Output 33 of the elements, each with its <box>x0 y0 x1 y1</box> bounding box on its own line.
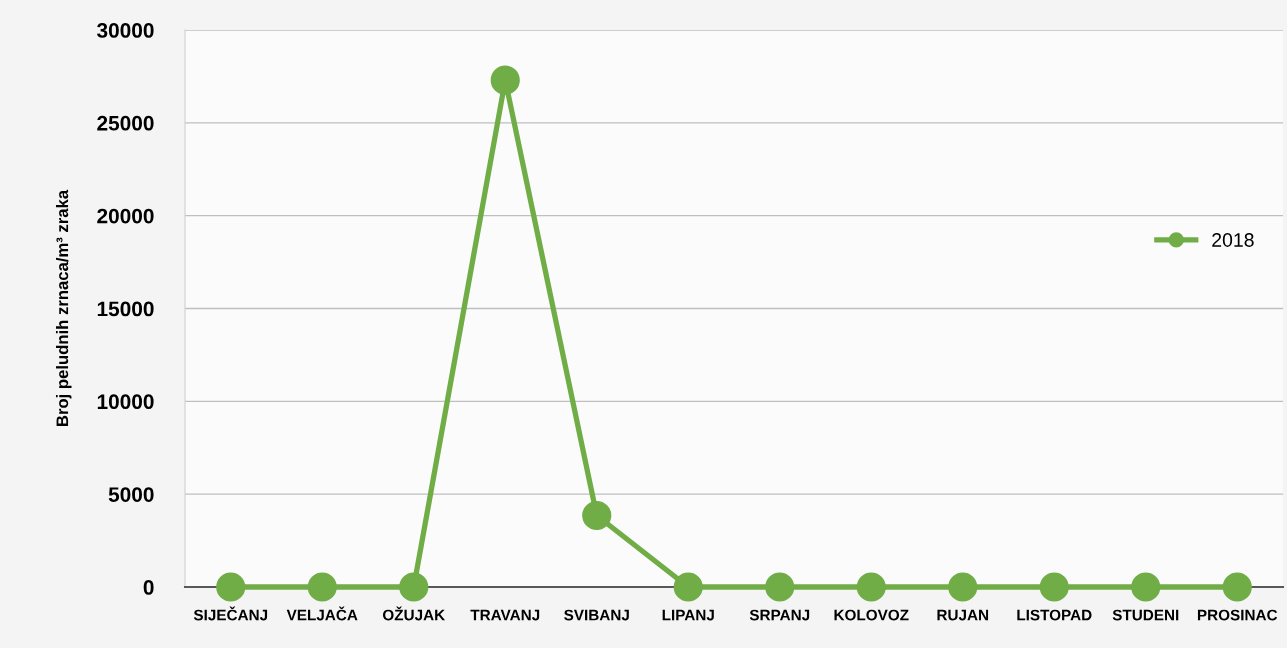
point <box>1131 572 1161 602</box>
y-tick-label: 5000 <box>108 487 154 502</box>
y-tick-label: 10000 <box>97 394 154 410</box>
point <box>216 572 246 602</box>
point <box>1039 572 1069 602</box>
x-tick-label: STUDENI <box>1112 609 1179 621</box>
x-tick-label: OŽUJAK <box>382 606 446 621</box>
x-tick-label: TRAVANJ <box>470 609 540 621</box>
point <box>856 572 886 602</box>
x-tick-label: VELJAČA <box>286 606 358 621</box>
point <box>673 572 703 602</box>
legend-label: 2018 <box>1212 233 1254 247</box>
y-tick-label: 0 <box>143 580 154 595</box>
y-tick-label: 25000 <box>97 115 154 131</box>
x-tick-label: LISTOPAD <box>1017 609 1092 621</box>
point <box>948 572 978 602</box>
point <box>582 500 612 531</box>
point <box>1222 572 1252 602</box>
x-tick-label: SRPANJ <box>749 609 810 621</box>
point <box>765 572 795 602</box>
y-tick-label: 15000 <box>97 301 154 317</box>
x-tick-label: RUJAN <box>937 609 989 621</box>
x-tick-label: SVIBANJ <box>564 609 629 621</box>
y-axis-title: Broj peludnih zrnaca/m³ zraka <box>55 189 72 426</box>
x-tick-label: KOLOVOZ <box>834 609 909 621</box>
y-tick-label: 30000 <box>97 23 154 38</box>
x-tick-label: SIJEČANJ <box>193 606 268 621</box>
x-tick-label: LIPANJ <box>662 609 714 621</box>
point <box>307 572 337 602</box>
y-tick-label: 20000 <box>97 208 154 224</box>
x-tick-label: PROSINAC <box>1197 609 1278 621</box>
point <box>399 572 429 602</box>
point <box>490 65 520 95</box>
